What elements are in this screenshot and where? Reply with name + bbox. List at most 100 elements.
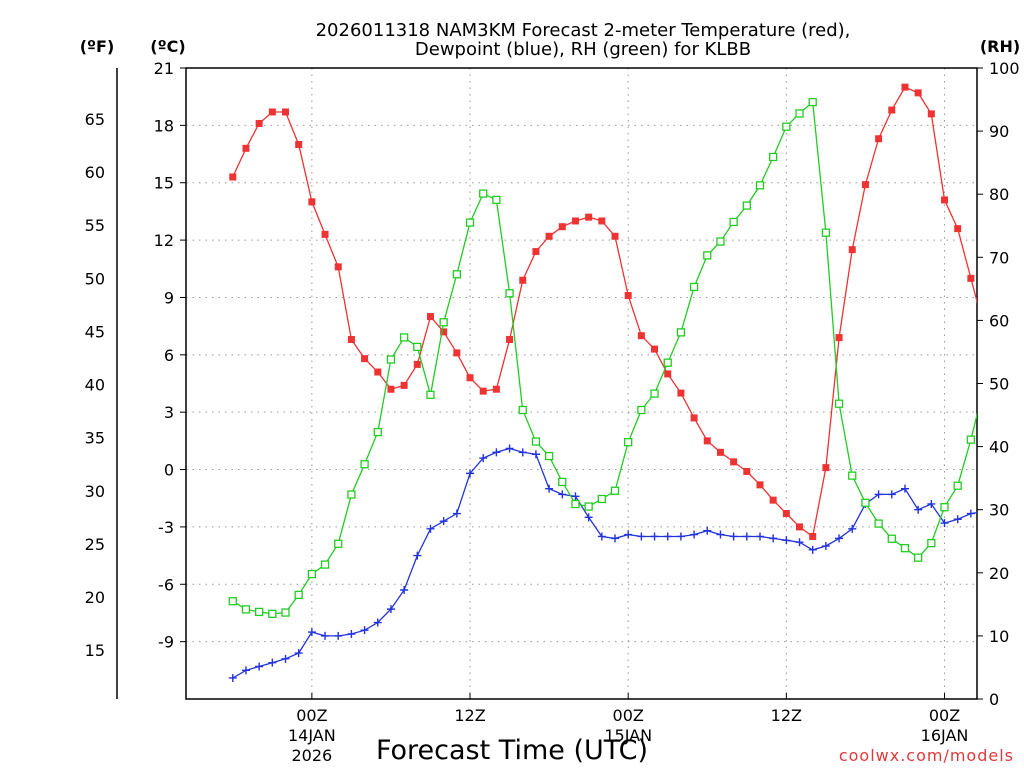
temperature-point [927,110,935,118]
temperature-point [651,345,659,353]
x-tick-label: 12Z [771,706,802,725]
dewpoint-point [360,626,369,635]
rh-point [413,342,422,352]
rh-point [927,538,936,548]
rh-point [703,251,712,260]
rh-point [729,217,738,227]
rh-point [518,405,527,415]
rh-point [452,270,461,279]
dewpoint-point [795,538,804,547]
dewpoint-point [228,673,237,682]
c-tick-label: 0 [164,461,174,480]
rh-point [755,181,765,190]
temperature-point [571,217,579,225]
rh-point [228,597,237,606]
dewpoint-point [518,448,527,457]
dewpoint-point [676,532,685,541]
dewpoint-point [466,469,475,478]
temperature-point [506,336,514,344]
dewpoint-point [584,513,593,522]
rh-point [940,503,949,512]
temperature-point [677,389,685,397]
f-tick-label: 50 [85,269,105,288]
rh-point [426,390,435,400]
temperature-point [796,523,804,531]
c-tick-label: -9 [158,633,174,652]
temperature-point [967,274,975,282]
rh-point [861,498,870,507]
rh-point [689,282,699,292]
rh-point [399,333,409,342]
temperature-point [769,496,777,504]
dewpoint-point [545,484,554,493]
rh-tick-label: 40 [989,438,1009,457]
rh-point [913,553,923,562]
rh-point [994,353,1001,360]
dewpoint-point [663,532,672,541]
c-tick-label: -6 [158,575,174,594]
temperature-point [295,140,303,148]
rh-point [874,519,883,528]
c-tick-label: 6 [164,346,174,365]
rh-point [624,438,633,447]
temperature-point [730,458,738,466]
rh-point [782,122,791,131]
rh-tick-label: 10 [989,627,1009,646]
temperature-point [413,360,421,368]
temperature-point [888,106,896,114]
c-tick-label: 15 [154,174,174,193]
rh-point [769,152,778,162]
dewpoint-point [334,631,343,640]
series-rh [228,97,1001,618]
temperature-point [637,332,645,340]
temperature-point [756,481,764,489]
dewpoint-point [729,532,738,541]
f-tick-label: 15 [85,641,105,660]
grid [186,68,977,699]
dewpoint-point [307,628,316,637]
rh-point [544,451,554,461]
dewpoint-point [347,629,356,638]
dewpoint-point [558,490,567,499]
temperature-point [545,232,553,240]
dewpoint-point [255,662,264,671]
rh-point [294,590,303,600]
rh-point [676,328,686,337]
rh-point [268,609,277,618]
celsius-unit-label: (ºC) [150,37,185,56]
dewpoint-point [808,545,817,554]
rh-point [386,355,396,364]
dewpoint-point [294,649,303,658]
f-tick-label: 35 [85,429,105,448]
temperature-point [611,232,619,240]
temperature-point [400,381,408,389]
dewpoint-point [980,508,988,516]
temperature-point [848,246,856,254]
rh-point [953,481,962,490]
dewpoint-point [611,534,620,543]
rh-point [571,499,580,509]
temperature-point [1020,388,1024,395]
rh-tick-label: 20 [989,564,1009,583]
f-tick-label: 45 [85,322,105,341]
temperature-point [282,108,290,116]
rh-point [307,569,317,579]
f-tick-label: 20 [85,588,105,607]
temperature-point [255,119,263,127]
rh-point [637,405,646,415]
temperature-point [914,89,922,97]
f-tick-label: 40 [85,376,105,395]
dewpoint-point [874,490,883,499]
rh-point [795,109,804,118]
temperature-point [361,355,369,363]
rh-tick-label: 50 [989,375,1009,394]
temperature-point [994,349,1001,356]
rh-point [360,460,369,469]
temperature-point [426,313,434,321]
temperature-point [229,173,237,181]
rh-point [373,427,382,437]
x-tick-label: 00Z [613,706,644,725]
watermark: coolwx.com/models [839,746,1014,765]
temperature-point [242,144,250,152]
